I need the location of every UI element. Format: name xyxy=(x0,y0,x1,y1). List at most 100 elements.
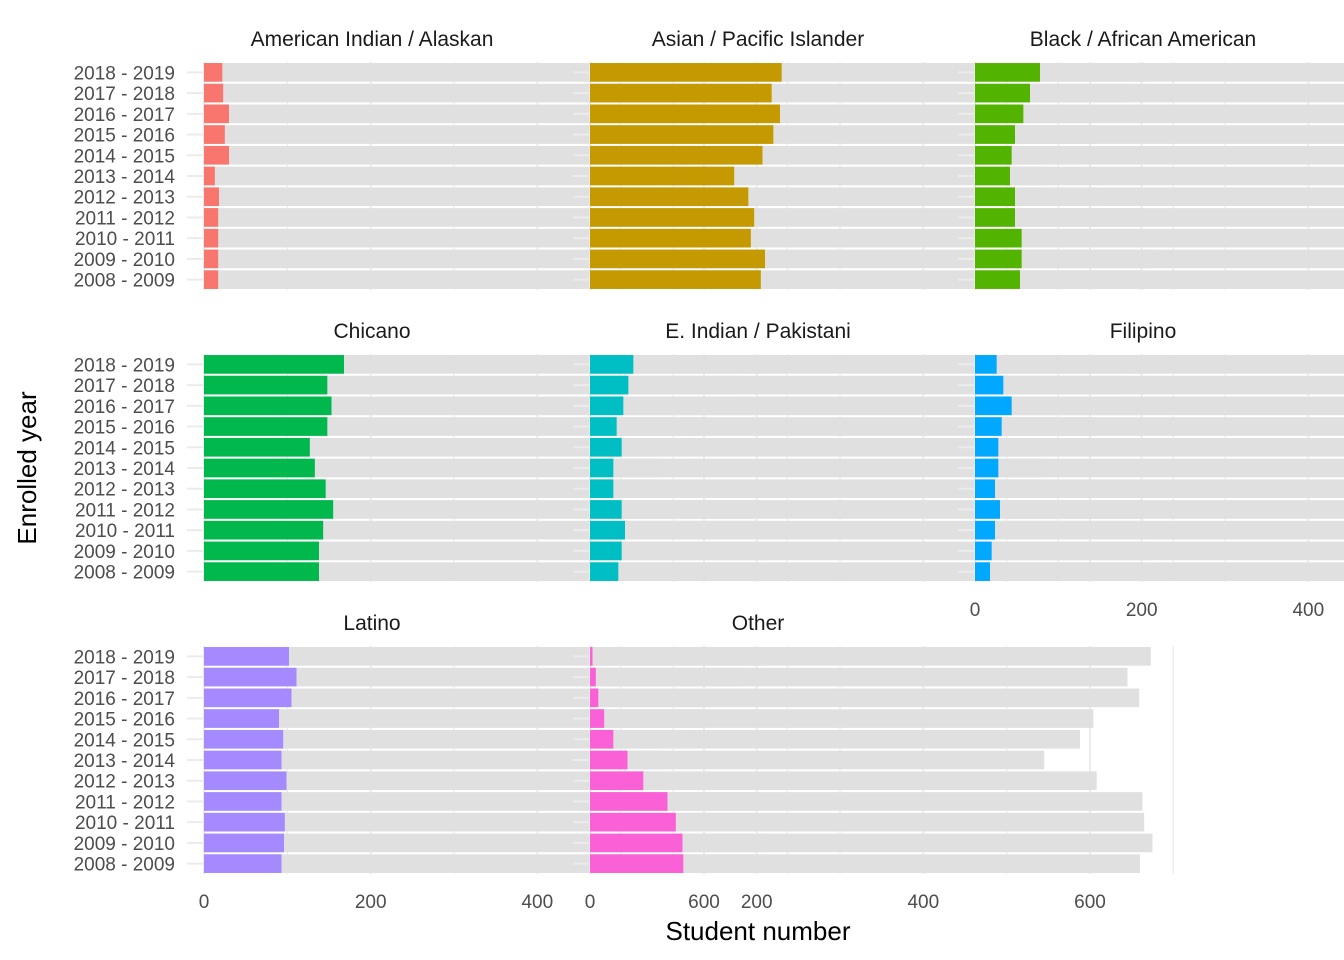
total-bar xyxy=(590,667,1128,687)
group-bar xyxy=(975,437,999,457)
group-bar xyxy=(975,270,1020,289)
total-bar xyxy=(204,145,694,165)
total-bar xyxy=(975,375,1344,395)
total-bar xyxy=(975,500,1344,519)
group-bar xyxy=(204,355,344,374)
y-tick-label: 2015 - 2016 xyxy=(74,418,175,439)
y-tick-label: 2013 - 2014 xyxy=(74,751,176,772)
y-tick-label: 2015 - 2016 xyxy=(74,710,175,731)
total-bar xyxy=(204,479,711,499)
total-bar xyxy=(590,750,1045,770)
y-tick-label: 2010 - 2011 xyxy=(75,813,175,834)
group-bar xyxy=(590,771,644,791)
group-bar xyxy=(204,375,328,395)
x-tick-label: 0 xyxy=(970,600,981,621)
group-bar xyxy=(590,520,625,540)
total-bar xyxy=(204,709,708,728)
y-tick-label: 2012 - 2013 xyxy=(74,188,175,209)
group-bar xyxy=(590,437,622,457)
facet-panel: Other 0 200 400 600 xyxy=(573,612,1174,913)
group-bar xyxy=(590,249,765,269)
total-bar xyxy=(590,437,1080,457)
total-bar xyxy=(204,437,694,457)
x-tick-label: 200 xyxy=(1126,600,1158,621)
group-bar xyxy=(975,83,1030,103)
total-bar xyxy=(975,166,1344,186)
total-bar xyxy=(590,458,1045,478)
y-tick-label: 2011 - 2012 xyxy=(75,208,175,229)
group-bar xyxy=(590,792,668,811)
y-tick-label: 2012 - 2013 xyxy=(74,772,175,793)
group-bar xyxy=(204,208,219,227)
y-tick-label: 2009 - 2010 xyxy=(74,834,175,855)
group-bar xyxy=(204,270,219,289)
total-bar xyxy=(975,187,1344,207)
y-tick-label: 2015 - 2016 xyxy=(74,126,175,147)
total-bar xyxy=(975,479,1344,499)
y-tick-label: 2017 - 2018 xyxy=(74,376,175,397)
y-axis-title: Enrolled year xyxy=(12,391,42,545)
total-bar xyxy=(975,458,1344,478)
group-bar xyxy=(975,166,1010,186)
group-bar xyxy=(590,458,614,478)
total-bar xyxy=(975,562,1344,581)
group-bar xyxy=(204,750,282,770)
x-tick-label: 400 xyxy=(521,892,553,913)
total-bar xyxy=(590,479,1097,499)
group-bar xyxy=(975,355,997,374)
x-tick-label: 0 xyxy=(585,892,596,913)
group-bar xyxy=(204,709,279,728)
group-bar xyxy=(975,417,1002,436)
group-bar xyxy=(204,562,319,581)
facet-title: Chicano xyxy=(333,320,410,343)
group-bar xyxy=(590,417,617,436)
x-tick-label: 400 xyxy=(907,892,939,913)
group-bar xyxy=(975,520,995,540)
x-tick-label: 400 xyxy=(1292,600,1324,621)
facet-title: Other xyxy=(732,612,785,635)
y-tick-label: 2016 - 2017 xyxy=(74,689,175,710)
y-tick-label: 2011 - 2012 xyxy=(75,792,175,813)
group-bar xyxy=(204,479,326,499)
group-bar xyxy=(590,396,624,416)
facet-title: Latino xyxy=(343,612,400,635)
total-bar xyxy=(975,396,1344,416)
group-bar xyxy=(204,792,282,811)
total-bar xyxy=(590,833,1153,853)
group-bar xyxy=(204,667,297,687)
y-tick-label: 2011 - 2012 xyxy=(75,500,175,521)
group-bar xyxy=(204,541,319,561)
y-tick-label: 2016 - 2017 xyxy=(74,397,175,418)
x-tick-label: 0 xyxy=(199,892,210,913)
total-bar xyxy=(975,270,1344,289)
y-tick-label: 2016 - 2017 xyxy=(74,105,175,126)
group-bar xyxy=(204,520,324,540)
x-tick-label: 600 xyxy=(688,892,720,913)
group-bar xyxy=(590,208,755,227)
total-bar xyxy=(975,541,1344,561)
group-bar xyxy=(590,647,593,666)
y-tick-label: 2018 - 2019 xyxy=(74,63,175,84)
total-bar xyxy=(590,792,1143,811)
total-bar xyxy=(204,417,708,436)
total-bar xyxy=(590,729,1080,749)
group-bar xyxy=(590,83,772,103)
group-bar xyxy=(590,854,684,873)
y-tick-label: 2018 - 2019 xyxy=(74,647,175,668)
y-tick-label: 2017 - 2018 xyxy=(74,668,175,689)
group-bar xyxy=(590,750,628,770)
total-bar xyxy=(204,458,659,478)
total-bar xyxy=(975,104,1344,124)
y-tick-label: 2010 - 2011 xyxy=(75,521,175,542)
group-bar xyxy=(204,458,315,478)
group-bar xyxy=(204,104,229,124)
group-bar xyxy=(204,771,287,791)
facet-title: Asian / Pacific Islander xyxy=(652,28,864,51)
total-bar xyxy=(975,417,1344,436)
total-bar xyxy=(975,83,1344,103)
group-bar xyxy=(590,562,619,581)
group-bar xyxy=(975,187,1015,207)
total-bar xyxy=(590,771,1097,791)
group-bar xyxy=(590,270,761,289)
group-bar xyxy=(204,63,223,82)
